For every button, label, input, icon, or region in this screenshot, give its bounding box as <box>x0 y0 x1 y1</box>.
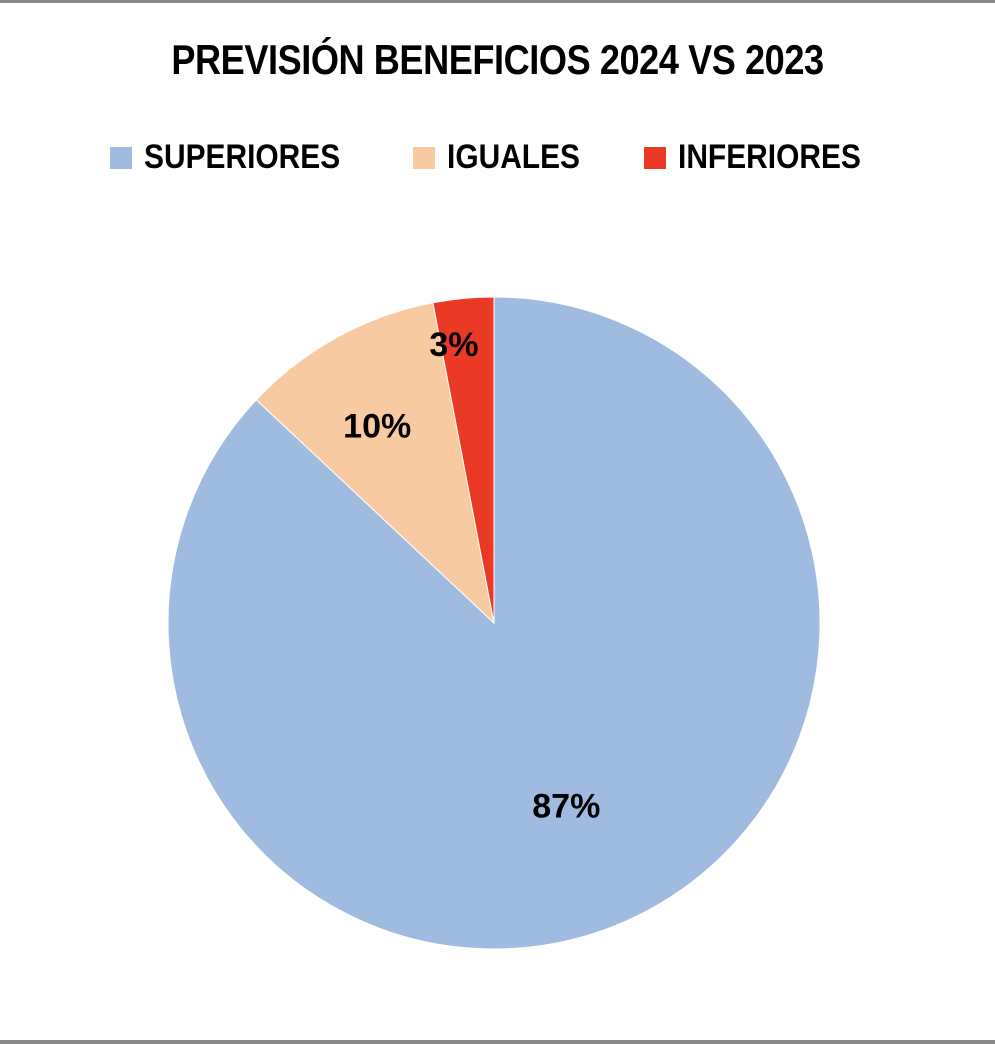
data-label-inferiores: 3% <box>429 326 478 364</box>
legend-label-superiores: SUPERIORES <box>143 138 340 176</box>
pie-data-labels: 87% 10% 3% <box>343 326 600 825</box>
legend-swatch-inferiores <box>643 146 666 169</box>
top-border <box>0 0 995 3</box>
pie-slice-inferiores <box>432 296 495 624</box>
legend-swatch-iguales <box>412 146 435 169</box>
legend-item-superiores: SUPERIORES <box>109 138 367 177</box>
chart-title: PREVISIÓN BENEFICIOS 2024 VS 2023 <box>171 36 824 83</box>
bottom-border <box>0 1040 995 1044</box>
data-label-iguales: 10% <box>343 408 411 446</box>
chart-legend: SUPERIORES IGUALES INFERIORES <box>0 138 995 177</box>
legend-label-iguales: IGUALES <box>446 138 580 176</box>
data-label-superiores: 87% <box>532 787 600 825</box>
pie-slice-iguales <box>255 302 495 625</box>
legend-swatch-superiores <box>109 146 132 169</box>
legend-label-inferiores: INFERIORES <box>677 138 861 176</box>
legend-item-inferiores: INFERIORES <box>643 138 886 177</box>
pie-slices <box>167 296 821 950</box>
legend-item-iguales: IGUALES <box>412 138 598 177</box>
